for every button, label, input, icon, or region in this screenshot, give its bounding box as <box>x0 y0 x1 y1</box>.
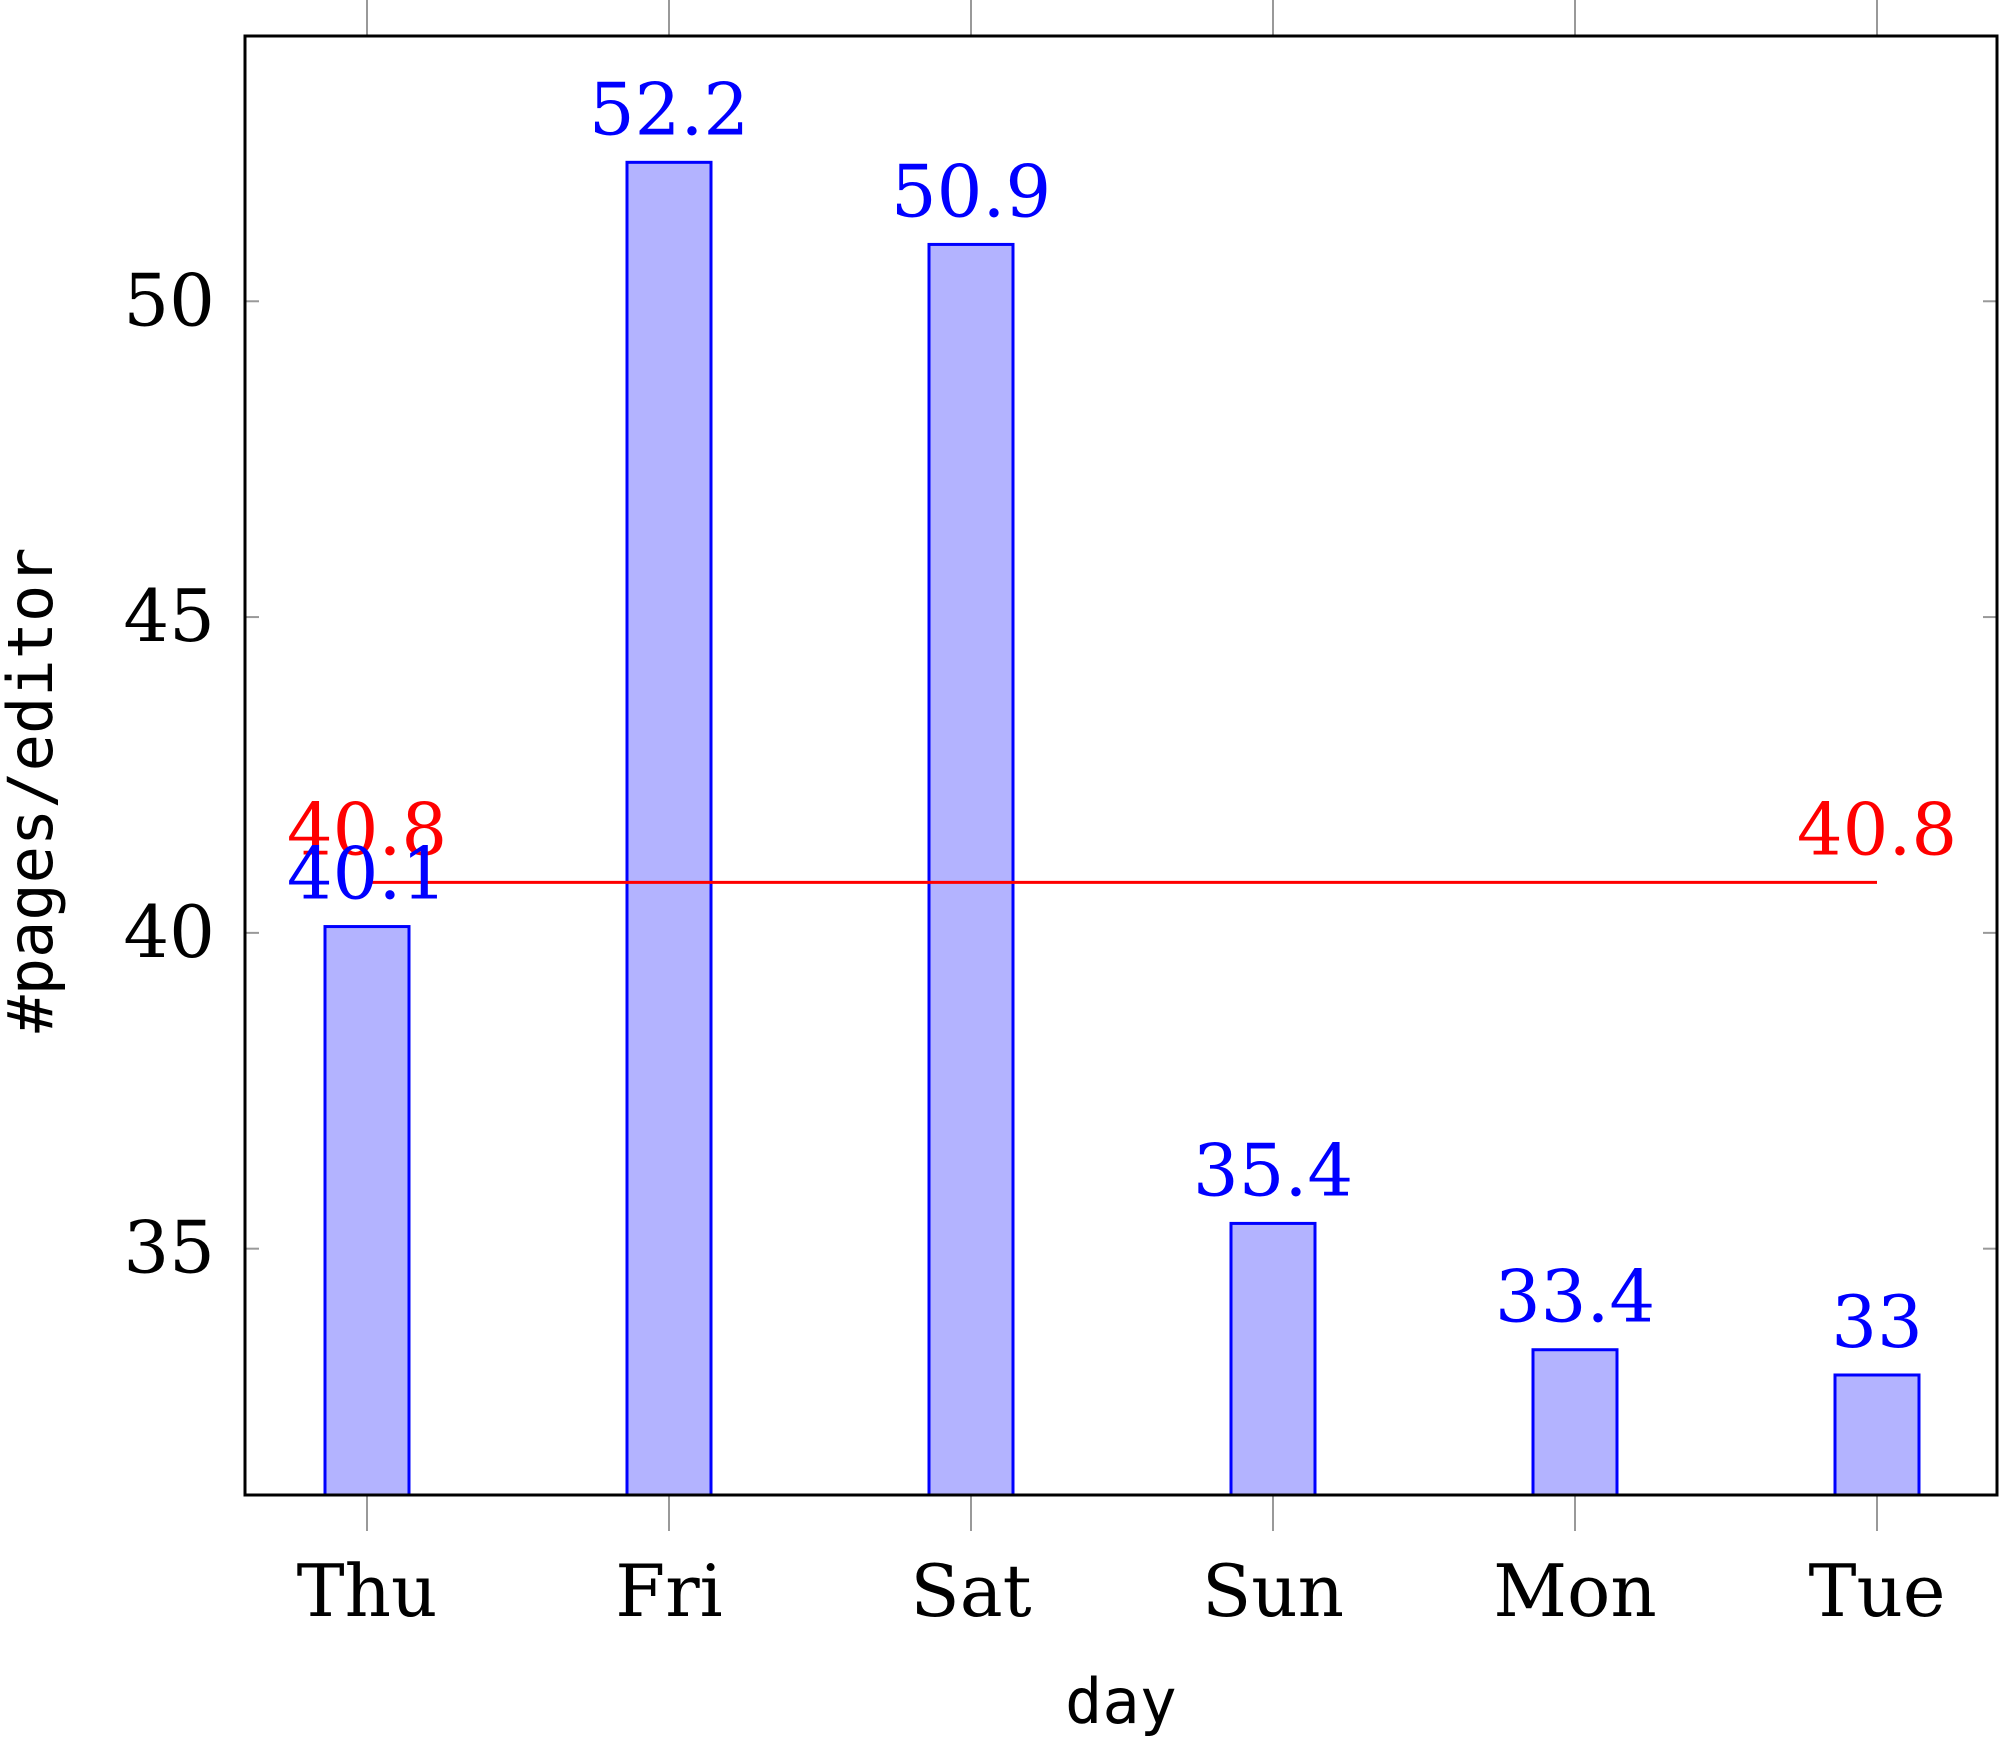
y-tick-label: 50 <box>123 258 215 342</box>
bar <box>1531 1348 1619 1497</box>
plot-frame <box>243 34 1999 1497</box>
x-tick-label: Sat <box>910 1549 1031 1633</box>
bar <box>1229 1221 1317 1497</box>
bar-value-label: 52.2 <box>589 67 749 151</box>
bar <box>625 160 713 1497</box>
y-tick-label: 35 <box>123 1206 215 1290</box>
y-axis-title: #pages/editor <box>0 547 67 1032</box>
bar-value-label: 40.1 <box>287 832 447 916</box>
reference-line-label: 40.8 <box>287 787 447 871</box>
bar-value-label: 35.4 <box>1193 1128 1353 1212</box>
data-labels: 40.1 52.2 50.9 35.4 33.4 33 <box>287 67 1923 1364</box>
bar-value-label: 33.4 <box>1495 1255 1655 1339</box>
x-tick-label: Mon <box>1493 1549 1656 1633</box>
x-axis-title: day <box>1065 1665 1177 1738</box>
bar <box>927 242 1015 1497</box>
reference-line-label: 40.8 <box>1797 787 1957 871</box>
x-axis-ticks: Thu Fri Sat Sun Mon Tue <box>297 0 1946 1633</box>
y-tick-label: 45 <box>123 574 215 658</box>
x-tick-label: Tue <box>1808 1549 1945 1633</box>
bar-value-label: 50.9 <box>891 149 1051 233</box>
bar-series <box>323 160 1921 1497</box>
bar-value-label: 33 <box>1831 1280 1923 1364</box>
bar <box>323 925 411 1497</box>
y-axis-ticks: 35 40 45 50 <box>123 258 1997 1290</box>
reference-line-group: 40.8 40.8 <box>287 787 1957 884</box>
y-tick-label: 40 <box>123 890 215 974</box>
bar <box>1833 1373 1921 1497</box>
x-tick-label: Thu <box>297 1549 438 1633</box>
x-tick-label: Fri <box>615 1549 722 1633</box>
x-tick-label: Sun <box>1202 1549 1344 1633</box>
